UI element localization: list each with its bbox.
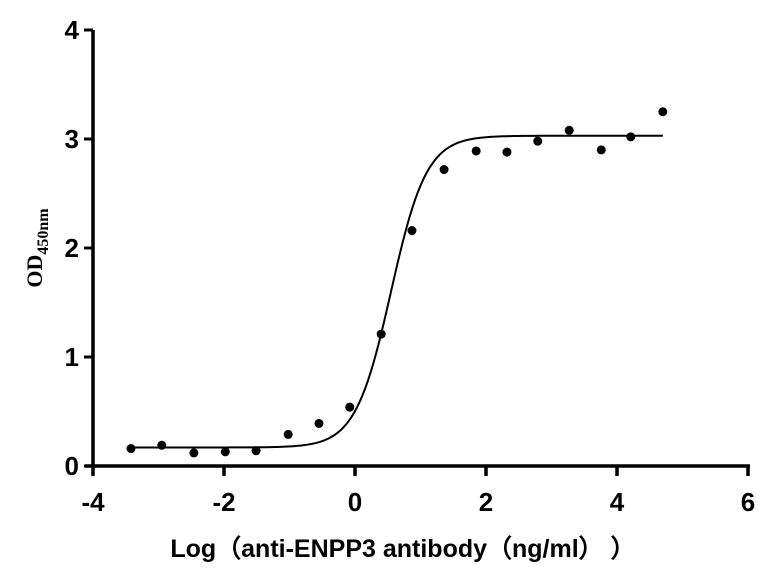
x-tick-label: 0: [348, 487, 362, 517]
data-point: [220, 447, 230, 457]
data-point: [533, 136, 543, 146]
y-tick-label: 2: [65, 233, 79, 263]
y-tick-label: 3: [65, 124, 79, 154]
y-tick-label: 1: [65, 342, 79, 372]
data-point: [251, 446, 261, 456]
data-point: [502, 147, 512, 157]
x-tick-label: -2: [212, 487, 235, 517]
data-point: [471, 146, 481, 156]
data-point: [407, 226, 417, 236]
sigmoid-fit-line: [130, 134, 663, 449]
y-axis-label-subscript: 450nm: [35, 208, 52, 255]
data-point: [189, 448, 199, 458]
data-point: [626, 132, 636, 142]
data-point: [345, 402, 355, 412]
data-point: [126, 444, 136, 454]
data-point: [283, 429, 293, 439]
x-tick-label: 2: [479, 487, 493, 517]
data-point: [439, 165, 449, 175]
x-tick-label: 6: [741, 487, 755, 517]
svg-text:OD450nm: OD450nm: [22, 208, 52, 288]
data-point: [376, 329, 386, 339]
x-tick-label: -4: [81, 487, 105, 517]
y-axis-label: OD450nm: [22, 208, 52, 288]
y-tick-label: 4: [65, 15, 80, 45]
x-axis-label: Log（anti-ENPP3 antibody（ng/ml） ）: [170, 534, 635, 563]
fit-curve: [130, 134, 663, 449]
axes: 0 1 2 3 4 -4 -2 0 2 4 6: [65, 15, 756, 517]
data-point: [314, 418, 324, 428]
y-axis-label-main: OD: [22, 255, 47, 288]
data-point: [596, 145, 606, 155]
data-points: [126, 107, 668, 458]
data-point: [157, 440, 167, 450]
x-tick-label: 4: [610, 487, 625, 517]
data-point: [564, 125, 574, 135]
data-point: [658, 107, 668, 117]
y-tick-label: 0: [65, 451, 79, 481]
